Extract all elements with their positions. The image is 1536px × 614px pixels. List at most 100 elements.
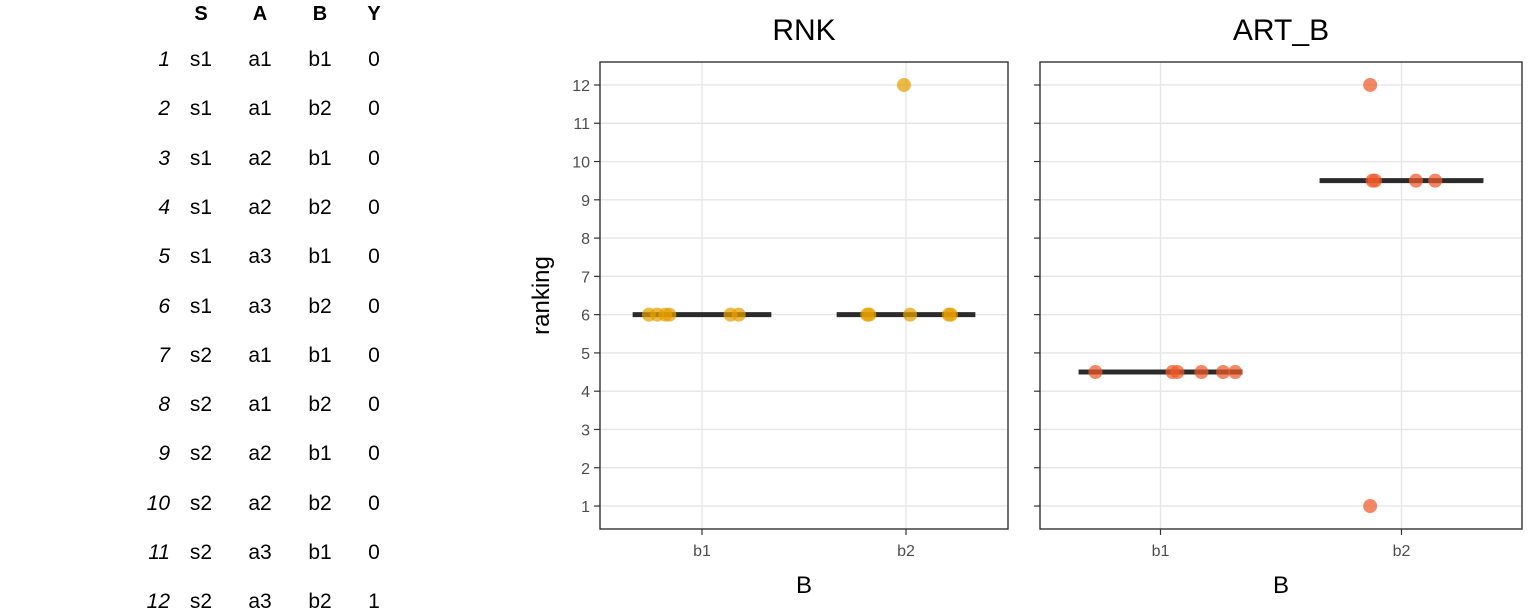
table-cell-b: b1 <box>308 245 332 269</box>
table-row-number: 6 <box>158 294 170 318</box>
table-cell-s: s2 <box>189 343 213 367</box>
data-point-b1 <box>1170 365 1185 380</box>
table-cell-a: a1 <box>248 97 272 121</box>
table-cell-y: 0 <box>368 541 380 564</box>
table-cell-a: a2 <box>248 146 272 170</box>
table-cell-b: b2 <box>308 590 332 614</box>
panel-title: ART_B <box>1233 14 1329 47</box>
table-cell-y: 0 <box>368 245 380 269</box>
table-cell-b: b2 <box>308 97 332 121</box>
table-cell-y: 0 <box>368 442 380 466</box>
table-cell-y: 0 <box>368 195 380 219</box>
table-cell-y: 0 <box>368 48 380 71</box>
data-point-b2 <box>943 307 958 322</box>
data-point-b2 <box>862 307 877 322</box>
table-row-number: 8 <box>158 393 170 417</box>
table-cell-y: 0 <box>368 393 380 417</box>
table-row-number: 12 <box>146 590 170 614</box>
table-cell-s: s1 <box>189 245 213 269</box>
table-cell-a: a3 <box>248 294 272 318</box>
data-point-b1 <box>1216 365 1231 380</box>
table-cell-a: a2 <box>248 442 272 466</box>
x-tick-label: b1 <box>693 543 711 560</box>
table-cell-b: b2 <box>308 393 332 417</box>
table-cell-s: s1 <box>189 195 213 219</box>
data-point-b2 <box>896 77 911 92</box>
table-header-s: S <box>194 3 208 25</box>
panel-border <box>599 61 1009 530</box>
table-cell-b: b1 <box>308 541 332 564</box>
table-row-number: 10 <box>146 491 170 515</box>
table-cell-s: s1 <box>189 97 213 121</box>
x-tick-label: b2 <box>897 543 915 560</box>
table-cell-b: b2 <box>308 195 332 219</box>
table-row-number: 1 <box>158 48 170 71</box>
table-cell-b: b1 <box>308 343 332 367</box>
table-row-number: 11 <box>148 541 170 564</box>
table-cell-s: s1 <box>189 48 213 71</box>
table-cell-b: b2 <box>308 491 332 515</box>
table-cell-y: 0 <box>368 491 380 515</box>
data-point-b1 <box>662 307 677 322</box>
table-cell-y: 0 <box>368 146 380 170</box>
table-cell-y: 0 <box>368 294 380 318</box>
table-cell-s: s2 <box>189 393 213 417</box>
table-cell-a: a3 <box>248 245 272 269</box>
y-tick-label: 6 <box>581 308 590 325</box>
y-axis-label: ranking <box>528 256 555 335</box>
table-cell-a: a2 <box>248 195 272 219</box>
table-cell-b: b1 <box>308 146 332 170</box>
table-header-a: A <box>252 3 268 25</box>
table-cell-b: b1 <box>308 442 332 466</box>
table-row-number: 3 <box>158 146 170 170</box>
panel-background <box>600 62 1008 529</box>
table-cell-b: b1 <box>308 48 332 71</box>
panel-border <box>1039 61 1523 530</box>
table-cell-y: 1 <box>368 590 380 614</box>
y-tick-label: 4 <box>581 384 590 401</box>
table-cell-a: a1 <box>248 343 272 367</box>
table-cell-s: s2 <box>189 541 213 564</box>
y-tick-label: 2 <box>581 461 590 478</box>
table-cell-s: s2 <box>189 590 213 614</box>
data-point-b1 <box>1194 365 1209 380</box>
table-cell-b: b2 <box>308 294 332 318</box>
table-header-b: B <box>312 3 328 25</box>
data-table: S A B Y 1 s1 a1 b1 0 2 s1 a1 b2 0 3 s1 a2 b1 0 4 s1 a2 b2 0 5 s1 a… <box>0 0 400 614</box>
y-tick-label: 7 <box>581 269 590 286</box>
table-cell-s: s1 <box>189 146 213 170</box>
table-cell-y: 0 <box>368 343 380 367</box>
panel-background <box>1040 62 1522 529</box>
data-point-b1 <box>1228 365 1243 380</box>
x-tick-label: b2 <box>1393 543 1411 560</box>
table-cell-y: 0 <box>368 97 380 121</box>
y-tick-label: 11 <box>573 116 590 133</box>
data-point-b1 <box>731 307 746 322</box>
data-point-b2 <box>1428 173 1443 188</box>
y-tick-label: 8 <box>581 231 590 248</box>
table-row-number: 9 <box>158 442 170 466</box>
table-row-number: 5 <box>158 245 170 269</box>
table-cell-a: a3 <box>248 541 272 564</box>
y-tick-label: 5 <box>581 346 590 363</box>
data-point-b2 <box>1363 499 1378 514</box>
table-cell-a: a3 <box>248 590 272 614</box>
table-row-number: 7 <box>158 343 170 367</box>
y-tick-label: 10 <box>572 155 590 172</box>
table-row-number: 4 <box>158 195 170 219</box>
table-cell-s: s2 <box>189 491 213 515</box>
table-cell-a: a2 <box>248 491 272 515</box>
table-row-number: 2 <box>158 97 170 121</box>
table-header-y: Y <box>367 3 381 25</box>
x-axis-label: B <box>796 572 812 599</box>
data-point-b2 <box>1363 77 1378 92</box>
data-point-b2 <box>1365 173 1380 188</box>
x-axis-label: B <box>1273 572 1289 599</box>
x-tick-label: b1 <box>1152 543 1170 560</box>
data-point-b1 <box>1088 365 1103 380</box>
panel-title: RNK <box>772 14 835 47</box>
table-cell-a: a1 <box>248 48 272 71</box>
data-point-b2 <box>1408 173 1423 188</box>
table-cell-a: a1 <box>248 393 272 417</box>
